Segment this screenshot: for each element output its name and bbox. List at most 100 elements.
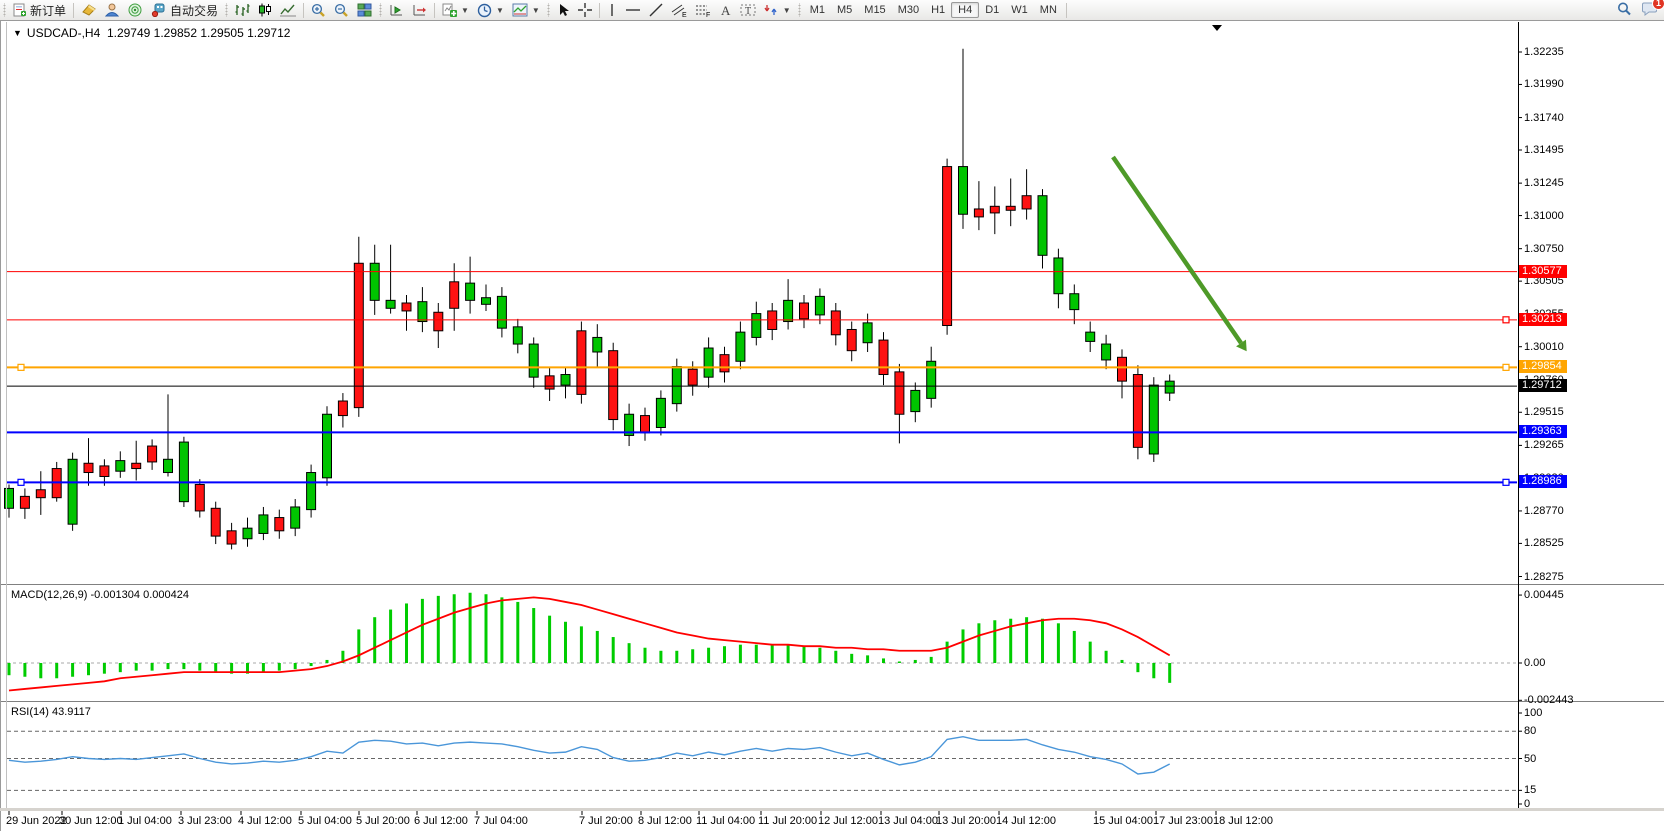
- fibonacci-icon: F: [695, 3, 711, 18]
- price-axis-tick: 1.31990: [1524, 78, 1564, 91]
- arrows-tool-button[interactable]: ▼: [760, 0, 795, 20]
- autoscroll-button[interactable]: [385, 0, 408, 20]
- price-axis-tick: 1.31495: [1524, 144, 1564, 156]
- trendline-tool-button[interactable]: [645, 0, 667, 20]
- svg-text:F: F: [706, 12, 710, 18]
- rsi-axis-tick: 15: [1524, 784, 1537, 797]
- rsi-indicator-label: RSI(14) 43.9117: [11, 706, 91, 718]
- zoom-in-button[interactable]: [307, 0, 330, 20]
- search-icon[interactable]: [1616, 1, 1632, 20]
- price-axis-tick: 1.29515: [1524, 406, 1564, 419]
- autotrading-icon: [151, 3, 167, 17]
- time-axis-label: 11 Jul 20:00: [758, 815, 818, 827]
- chart-shift-icon: [412, 3, 427, 17]
- time-axis-label: 7 Jul 04:00: [474, 815, 528, 827]
- chart-shift-marker[interactable]: [1212, 25, 1222, 31]
- indicators-icon: [442, 3, 458, 18]
- toolbar-grip[interactable]: [2, 3, 7, 17]
- cursor-tool-button[interactable]: [553, 0, 574, 20]
- level-line-handle[interactable]: [1502, 363, 1510, 371]
- chart-window[interactable]: ▼ USDCAD-,H4 1.29749 1.29852 1.29505 1.29…: [0, 20, 1664, 831]
- price-level-badge: 1.30577: [1519, 264, 1567, 278]
- candle-chart-button[interactable]: [254, 0, 276, 20]
- level-line-handle[interactable]: [17, 478, 25, 486]
- svg-text:E: E: [682, 12, 687, 18]
- notifications-button[interactable]: 1: [1642, 0, 1664, 19]
- arrows-icon: [764, 3, 779, 17]
- timeframe-button-m1[interactable]: M1: [809, 4, 825, 16]
- price-axis-tick: 1.31000: [1524, 209, 1564, 222]
- price-axis-tick: 1.29265: [1524, 439, 1564, 452]
- level-line-handle[interactable]: [1502, 478, 1510, 486]
- cursor-icon: [557, 3, 570, 17]
- zoom-out-button[interactable]: [330, 0, 353, 20]
- autotrading-button[interactable]: 自动交易: [147, 0, 222, 20]
- price-level-badge: 1.29363: [1519, 425, 1567, 439]
- arrow-annotation[interactable]: [1111, 155, 1247, 352]
- zoom-in-icon: [311, 3, 326, 18]
- svg-text:A: A: [721, 3, 731, 17]
- timeframe-button-mn[interactable]: MN: [1039, 4, 1057, 16]
- candle-chart-icon: [258, 3, 272, 17]
- new-order-button[interactable]: 新订单: [9, 0, 70, 20]
- expert-advisor-icon: [105, 3, 120, 17]
- horizontal-line-tool-button[interactable]: [621, 0, 645, 20]
- time-axis-label: 7 Jul 20:00: [579, 815, 633, 827]
- market-sonar-icon: [128, 3, 143, 17]
- price-axis-tick: 1.28525: [1524, 537, 1564, 550]
- time-axis-label: 15 Jul 04:00: [1093, 815, 1153, 827]
- rsi-line: [8, 735, 1171, 775]
- rsi-pane: [7, 730, 1518, 791]
- price-level-badge: 1.28986: [1519, 475, 1567, 489]
- macd-axis-tick: 0.00445: [1524, 589, 1564, 602]
- templates-button[interactable]: ▼: [508, 0, 544, 20]
- text-label-icon: T: [740, 3, 756, 17]
- metaeditor-button[interactable]: [77, 0, 101, 20]
- price-axis-tick: 1.30505: [1524, 275, 1564, 288]
- indicators-button[interactable]: ▼: [438, 0, 473, 20]
- timeframe-switcher: M1 M5 M15 M30 H1 H4 D1 W1 MN: [804, 2, 1063, 18]
- chart-canvas[interactable]: [1, 21, 1664, 831]
- timeframe-button-h1[interactable]: H1: [931, 4, 946, 16]
- timeframe-button-h4[interactable]: H4: [951, 2, 980, 18]
- rsi-axis-tick: 100: [1524, 707, 1543, 719]
- level-line-handle[interactable]: [1502, 316, 1510, 324]
- candlestick-series: [4, 48, 1175, 550]
- periods-icon: [477, 3, 492, 18]
- expert-advisor-button[interactable]: [101, 0, 124, 20]
- svg-text:T: T: [745, 6, 751, 17]
- metaeditor-icon: [81, 3, 97, 17]
- bar-chart-button[interactable]: [231, 0, 254, 20]
- arrows-dropdown-caret[interactable]: ▼: [782, 5, 791, 15]
- periods-button[interactable]: ▼: [473, 0, 508, 20]
- timeframe-button-d1[interactable]: D1: [985, 4, 1000, 16]
- level-line-handle[interactable]: [17, 363, 25, 371]
- timeframe-button-m30[interactable]: M30: [897, 4, 920, 16]
- timeframe-button-m15[interactable]: M15: [864, 4, 886, 16]
- text-tool-button[interactable]: A: [715, 0, 736, 20]
- timeframe-button-w1[interactable]: W1: [1011, 4, 1028, 16]
- periods-dropdown-caret[interactable]: ▼: [495, 5, 504, 15]
- market-sonar-button[interactable]: [124, 0, 147, 20]
- chart-symbol-period: USDCAD-,H4: [26, 26, 101, 40]
- price-axis-tick: 1.31740: [1524, 111, 1564, 124]
- equidistant-channel-tool-button[interactable]: E: [667, 0, 691, 20]
- new-order-label: 新订单: [30, 3, 67, 18]
- crosshair-tool-button[interactable]: [574, 0, 596, 20]
- tile-windows-button[interactable]: [353, 0, 376, 20]
- timeframe-button-m5[interactable]: M5: [837, 4, 853, 16]
- time-axis-label: 14 Jul 12:00: [996, 815, 1056, 827]
- fibonacci-tool-button[interactable]: F: [691, 0, 715, 20]
- line-chart-button[interactable]: [276, 0, 300, 20]
- text-label-tool-button[interactable]: T: [736, 0, 760, 20]
- templates-dropdown-caret[interactable]: ▼: [531, 5, 540, 15]
- vertical-line-tool-button[interactable]: [603, 0, 621, 20]
- rsi-axis-tick: 80: [1524, 725, 1537, 738]
- indicators-dropdown-caret[interactable]: ▼: [461, 5, 469, 15]
- time-axis-label: 11 Jul 04:00: [696, 815, 756, 827]
- chart-shift-button[interactable]: [408, 0, 431, 20]
- horizontal-level-lines[interactable]: [7, 271, 1517, 486]
- time-axis-label: 13 Jul 04:00: [878, 815, 938, 827]
- chart-title-collapse-icon[interactable]: ▼: [13, 28, 22, 38]
